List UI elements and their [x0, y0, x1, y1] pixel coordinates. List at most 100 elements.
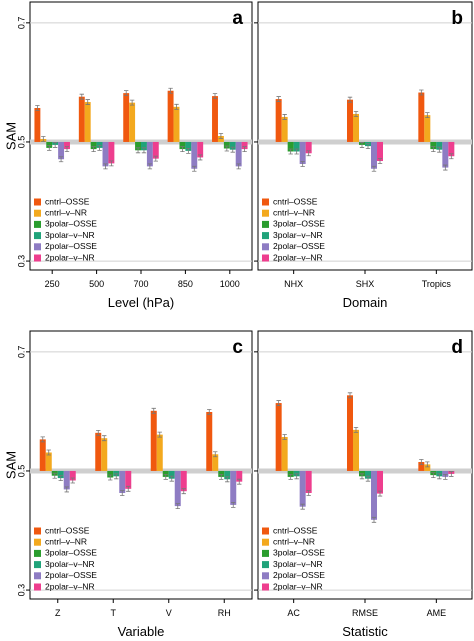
bar [141, 141, 147, 151]
error-bar [231, 502, 236, 508]
y-tick-label: 0.5 [16, 465, 26, 478]
error-bar [306, 150, 311, 157]
error-bar [237, 478, 242, 485]
y-tick-label: 0.3 [16, 584, 26, 597]
y-tick-label: 0.5 [16, 136, 26, 149]
bar [442, 141, 449, 168]
error-bar [64, 146, 70, 153]
bar [78, 96, 85, 142]
bar [167, 90, 174, 142]
bar [418, 92, 425, 142]
bar [34, 108, 41, 142]
legend-swatch [262, 243, 269, 251]
bar [347, 99, 353, 142]
bar [224, 470, 231, 480]
bar [174, 470, 181, 507]
error-bar [365, 143, 371, 150]
error-bar [377, 158, 383, 164]
bar [287, 470, 294, 477]
legend-swatch [262, 209, 269, 217]
bar [58, 141, 65, 160]
bar [64, 141, 70, 150]
bar [353, 429, 359, 471]
error-bar [242, 146, 247, 153]
error-bar [288, 474, 293, 480]
bar [45, 452, 52, 471]
x-axis-label: Level (hPa) [108, 295, 174, 310]
legend-entry: cntrl–OSSE [273, 196, 318, 206]
legend-entry: 2polar–v–NR [45, 581, 95, 591]
error-bar [58, 475, 63, 482]
legend-entry: cntrl–v–NR [45, 536, 87, 546]
error-bar [377, 490, 383, 497]
error-bar [40, 436, 45, 443]
error-bar [230, 146, 235, 153]
error-bar [79, 93, 84, 100]
error-bar [371, 165, 377, 172]
error-bar [91, 146, 96, 153]
legend-entry: 3polar–v–NR [273, 559, 323, 569]
error-bar [218, 133, 224, 139]
error-bar [276, 400, 281, 406]
bar [150, 410, 157, 471]
legend-swatch [34, 583, 41, 591]
error-bar [180, 146, 185, 153]
x-tick-label: Z [55, 608, 61, 618]
error-bar [425, 112, 430, 119]
panel-b: b NHX SHX Tropics Domain cntrl–OSSEcntrl–v–NR… [254, 1, 473, 310]
legend-entry: 3polar–v–NR [45, 230, 95, 240]
error-bar [35, 105, 40, 111]
error-bar [64, 486, 69, 493]
bar [125, 470, 132, 489]
error-bar [213, 451, 218, 458]
bar [212, 96, 218, 142]
legend-entry: 2polar–OSSE [273, 241, 325, 251]
error-bar [181, 488, 186, 495]
bar [230, 470, 237, 505]
error-bar [120, 490, 125, 496]
error-bar [102, 435, 107, 442]
error-bar [365, 475, 371, 482]
error-bar [186, 147, 191, 154]
bar [424, 115, 431, 142]
bar [347, 395, 353, 471]
bar [377, 141, 383, 162]
error-bar [41, 136, 46, 142]
error-bar [347, 392, 353, 399]
legend-swatch [262, 220, 269, 228]
error-bar [85, 99, 90, 105]
bar [39, 439, 46, 471]
bar [223, 141, 230, 149]
x-tick-label: 500 [89, 279, 104, 289]
bar [229, 141, 236, 150]
error-bar [52, 472, 57, 479]
bar [135, 141, 141, 151]
legend-swatch [34, 527, 41, 535]
error-bar [153, 155, 158, 162]
error-bar [109, 160, 114, 167]
legend-swatch [262, 527, 269, 535]
error-bar [124, 90, 129, 97]
error-bar [157, 431, 162, 438]
x-axis-label: Statistic [342, 624, 388, 639]
bar [107, 470, 114, 478]
legend-entry: cntrl–OSSE [45, 525, 90, 535]
x-axis-label: Variable [118, 624, 165, 639]
bar [236, 470, 243, 482]
y-axis-label: SAM [3, 122, 18, 150]
bar [241, 141, 248, 150]
error-bar [359, 142, 365, 148]
legend-swatch [34, 220, 41, 228]
bar [299, 141, 306, 164]
legend-swatch [34, 561, 41, 569]
error-bar [175, 503, 180, 509]
error-bar [353, 426, 359, 433]
legend-entry: cntrl–OSSE [45, 196, 90, 206]
x-tick-label: 250 [45, 279, 60, 289]
x-tick-label: 1000 [220, 279, 240, 289]
panel-letter: a [232, 8, 243, 29]
error-bar [198, 154, 203, 161]
error-bar [425, 461, 430, 468]
bar [235, 141, 242, 167]
